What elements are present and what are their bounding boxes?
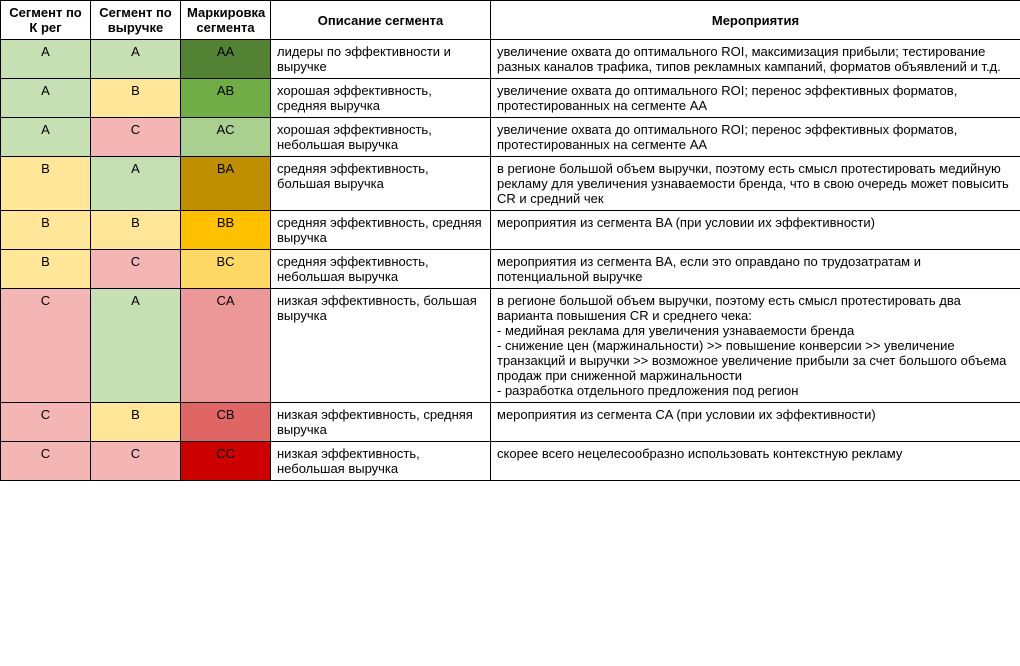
table-row: CACAнизкая эффективность, большая выручк… — [1, 289, 1020, 403]
cell-act: скорее всего нецелесообразно использоват… — [491, 442, 1020, 481]
cell-act: увеличение охвата до оптимального ROI; п… — [491, 79, 1020, 118]
cell-act: в регионе большой объем выручки, поэтому… — [491, 289, 1020, 403]
header-row: Сегмент по К рег Сегмент по выручке Марк… — [1, 1, 1020, 40]
table-row: ACACхорошая эффективность, небольшая выр… — [1, 118, 1020, 157]
cell-mark: CA — [181, 289, 271, 403]
cell-seg1: B — [1, 211, 91, 250]
segment-table: Сегмент по К рег Сегмент по выручке Марк… — [0, 0, 1020, 481]
cell-mark: CB — [181, 403, 271, 442]
table-row: CCCCнизкая эффективность, небольшая выру… — [1, 442, 1020, 481]
cell-mark: BB — [181, 211, 271, 250]
col-header-desc: Описание сегмента — [271, 1, 491, 40]
cell-mark: AB — [181, 79, 271, 118]
col-header-seg2: Сегмент по выручке — [91, 1, 181, 40]
cell-seg1: B — [1, 157, 91, 211]
cell-act: мероприятия из сегмента BA (при условии … — [491, 211, 1020, 250]
table-row: BBBBсредняя эффективность, средняя выруч… — [1, 211, 1020, 250]
cell-seg1: A — [1, 79, 91, 118]
table-row: AAAAлидеры по эффективности и выручкеуве… — [1, 40, 1020, 79]
cell-desc: лидеры по эффективности и выручке — [271, 40, 491, 79]
cell-seg2: C — [91, 118, 181, 157]
cell-act: мероприятия из сегмента BA, если это опр… — [491, 250, 1020, 289]
table-row: ABABхорошая эффективность, средняя выруч… — [1, 79, 1020, 118]
table-row: BABAсредняя эффективность, большая выруч… — [1, 157, 1020, 211]
cell-desc: хорошая эффективность, небольшая выручка — [271, 118, 491, 157]
cell-seg1: A — [1, 118, 91, 157]
cell-desc: хорошая эффективность, средняя выручка — [271, 79, 491, 118]
cell-desc: средняя эффективность, небольшая выручка — [271, 250, 491, 289]
cell-mark: AA — [181, 40, 271, 79]
cell-seg1: B — [1, 250, 91, 289]
cell-seg2: B — [91, 79, 181, 118]
cell-seg1: C — [1, 403, 91, 442]
cell-act: в регионе большой объем выручки, поэтому… — [491, 157, 1020, 211]
cell-seg2: B — [91, 211, 181, 250]
cell-desc: средняя эффективность, большая выручка — [271, 157, 491, 211]
cell-desc: средняя эффективность, средняя выручка — [271, 211, 491, 250]
cell-mark: CC — [181, 442, 271, 481]
table-row: CBCBнизкая эффективность, средняя выручк… — [1, 403, 1020, 442]
cell-seg2: A — [91, 40, 181, 79]
cell-desc: низкая эффективность, небольшая выручка — [271, 442, 491, 481]
table-body: AAAAлидеры по эффективности и выручкеуве… — [1, 40, 1020, 481]
cell-seg2: A — [91, 289, 181, 403]
cell-act: увеличение охвата до оптимального ROI; п… — [491, 118, 1020, 157]
cell-mark: BA — [181, 157, 271, 211]
cell-seg1: C — [1, 289, 91, 403]
cell-seg1: C — [1, 442, 91, 481]
cell-seg2: C — [91, 442, 181, 481]
cell-desc: низкая эффективность, средняя выручка — [271, 403, 491, 442]
col-header-act: Мероприятия — [491, 1, 1020, 40]
table-row: BCBCсредняя эффективность, небольшая выр… — [1, 250, 1020, 289]
cell-desc: низкая эффективность, большая выручка — [271, 289, 491, 403]
col-header-seg1: Сегмент по К рег — [1, 1, 91, 40]
cell-mark: AC — [181, 118, 271, 157]
col-header-mark: Маркировка сегмента — [181, 1, 271, 40]
cell-seg2: A — [91, 157, 181, 211]
cell-seg2: C — [91, 250, 181, 289]
cell-mark: BC — [181, 250, 271, 289]
cell-act: увеличение охвата до оптимального ROI, м… — [491, 40, 1020, 79]
cell-seg1: A — [1, 40, 91, 79]
cell-act: мероприятия из сегмента CA (при условии … — [491, 403, 1020, 442]
cell-seg2: B — [91, 403, 181, 442]
